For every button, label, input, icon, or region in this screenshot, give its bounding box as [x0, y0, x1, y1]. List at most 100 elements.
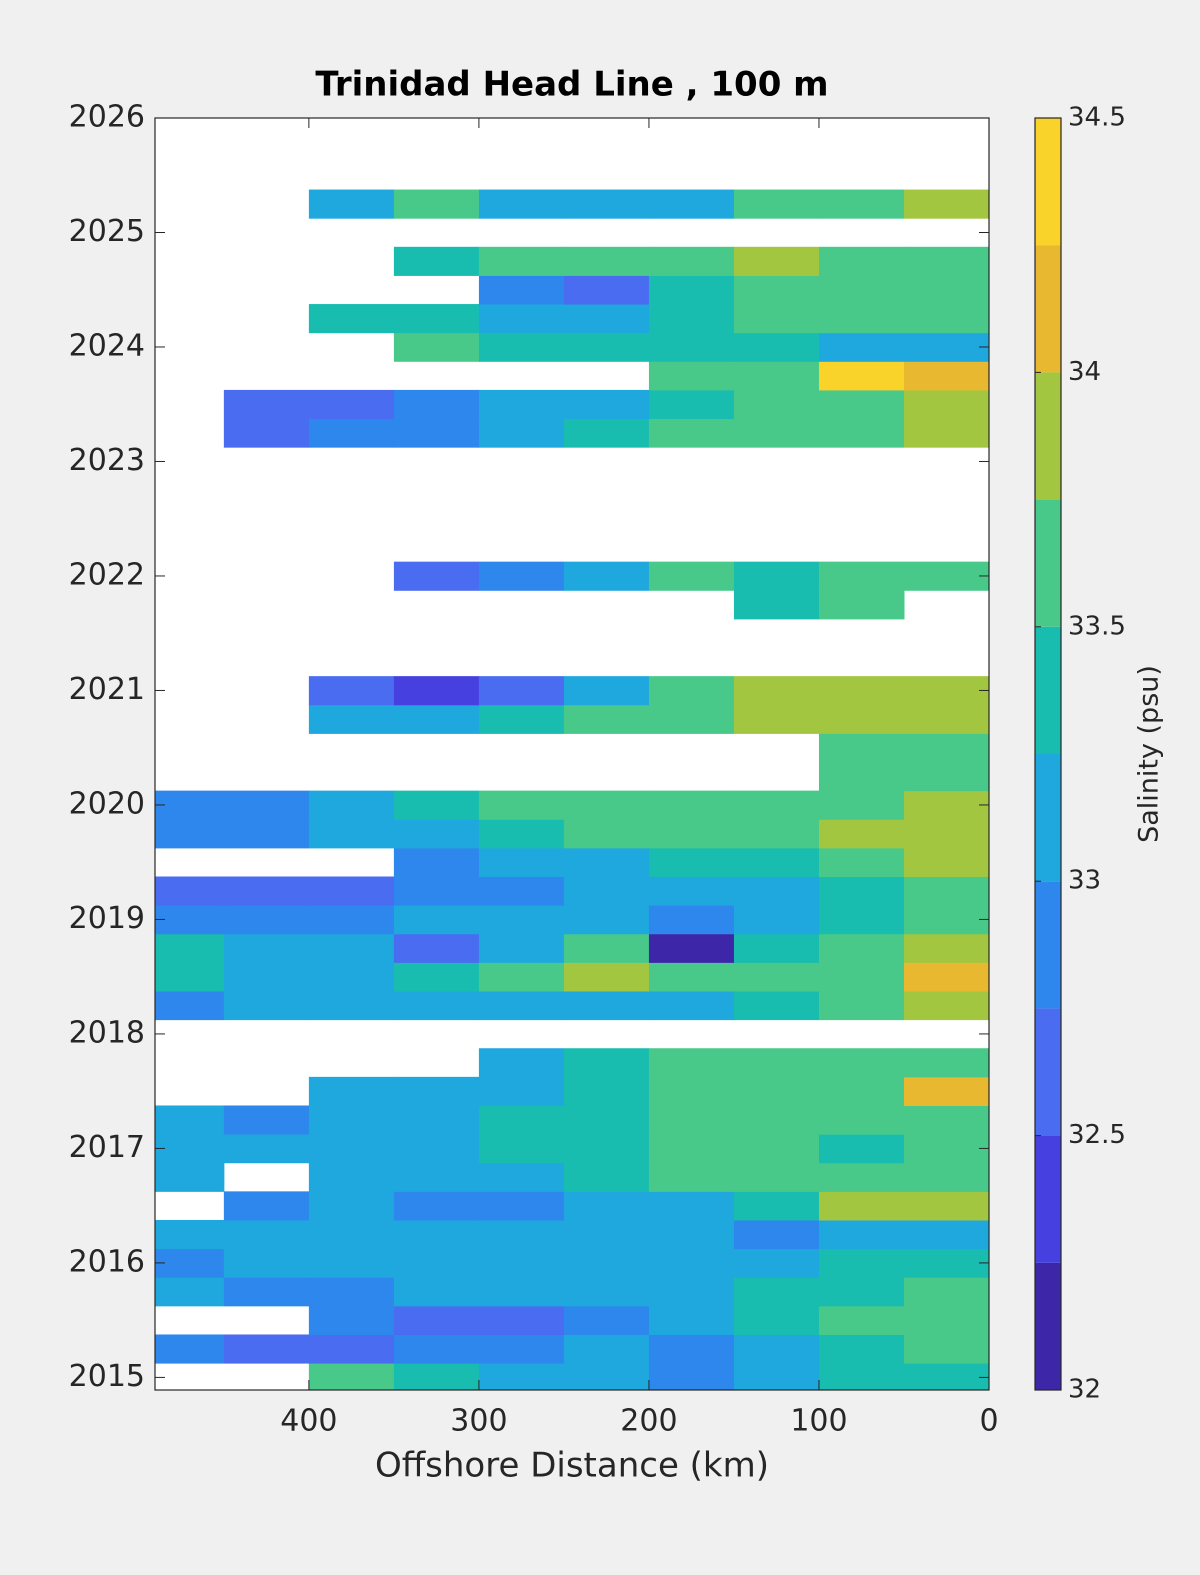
contour-cell [903, 418, 990, 448]
contour-cell [818, 332, 905, 362]
contour-cell [563, 389, 650, 420]
contour-cell [818, 790, 905, 820]
contour-cell [818, 361, 905, 391]
contour-cell [155, 1219, 225, 1250]
contour-cell [733, 1277, 820, 1307]
contour-cell [903, 990, 990, 1021]
contour-cell [563, 1334, 650, 1364]
contour-cell [648, 676, 735, 706]
contour-cell [903, 1219, 990, 1250]
contour-cell [478, 905, 565, 935]
colorbar-tick-label: 33 [1068, 866, 1101, 896]
contour-cell [818, 1134, 905, 1164]
contour-cell [478, 1305, 565, 1335]
contour-cell [648, 962, 735, 992]
chart-title: Trinidad Head Line , 100 m [315, 65, 828, 105]
contour-cell [393, 304, 480, 334]
contour-cell [563, 304, 650, 334]
contour-cell [648, 1277, 735, 1307]
contour-cell [733, 590, 820, 620]
contour-cell [223, 990, 310, 1021]
x-tick-label: 300 [450, 1404, 507, 1439]
contour-cell [733, 1162, 820, 1192]
contour-cell [308, 1277, 395, 1307]
contour-cell [733, 1248, 820, 1278]
contour-cell [733, 1048, 820, 1078]
contour-cell [903, 1105, 990, 1135]
contour-cell [393, 1076, 480, 1106]
contour-cell [903, 933, 990, 963]
contour-cell [818, 246, 905, 276]
contour-cell [155, 933, 225, 963]
colorbar-segment [1035, 1008, 1061, 1136]
contour-cell [308, 1219, 395, 1250]
contour-cell [563, 1134, 650, 1164]
contour-cell [903, 1048, 990, 1078]
contour-cell [733, 561, 820, 591]
contour-cell [903, 389, 990, 420]
contour-cell [393, 1191, 480, 1221]
contour-cell [903, 1305, 990, 1335]
contour-cell [818, 819, 905, 849]
contour-cell [733, 275, 820, 305]
colorbar-tick-label: 34 [1068, 357, 1101, 387]
colorbar-segment [1035, 626, 1061, 754]
contour-cell [478, 847, 565, 878]
contour-cell [563, 876, 650, 906]
contour-cell [478, 418, 565, 448]
contour-cell [563, 847, 650, 878]
contour-cell [155, 876, 225, 906]
contour-cell [393, 933, 480, 963]
contour-cell [308, 304, 395, 334]
contour-cell [648, 1191, 735, 1221]
contour-cell [903, 246, 990, 276]
colorbar-segment [1035, 118, 1061, 246]
contour-cell [648, 819, 735, 849]
y-tick-label: 2018 [69, 1015, 145, 1050]
contour-cell [478, 1248, 565, 1278]
contour-cell [393, 1305, 480, 1335]
contour-cell [393, 905, 480, 935]
contour-cell [155, 1277, 225, 1307]
contour-cell [903, 1363, 990, 1391]
contour-cell [733, 1134, 820, 1164]
contour-cell [733, 304, 820, 334]
contour-cell [903, 275, 990, 305]
contour-cell [308, 933, 395, 963]
contour-cell [563, 418, 650, 448]
contour-cell [648, 1248, 735, 1278]
contour-cell [563, 819, 650, 849]
contour-cell [733, 962, 820, 992]
contour-cell [903, 704, 990, 734]
contour-cell [648, 790, 735, 820]
contour-cell [903, 962, 990, 992]
contour-cell [393, 246, 480, 276]
contour-cell [308, 1191, 395, 1221]
contour-cell [393, 962, 480, 992]
contour-cell [478, 275, 565, 305]
contour-cell [155, 1105, 225, 1135]
contour-cell [155, 962, 225, 992]
contour-cell [733, 704, 820, 734]
contour-cell [308, 876, 395, 906]
contour-cell [478, 790, 565, 820]
y-tick-label: 2016 [69, 1244, 145, 1279]
colorbar-segment [1035, 754, 1061, 882]
contour-cell [733, 1191, 820, 1221]
colorbar-segment [1035, 881, 1061, 1009]
y-tick-label: 2025 [69, 214, 145, 249]
contour-cell [155, 1162, 225, 1192]
contour-cell [393, 1248, 480, 1278]
contour-cell [733, 847, 820, 878]
contour-cell [733, 389, 820, 420]
contour-cell [733, 933, 820, 963]
contour-cell [155, 819, 225, 849]
y-tick-label: 2022 [69, 557, 145, 592]
contour-cell [155, 1334, 225, 1364]
contour-cell [648, 704, 735, 734]
contour-cell [648, 876, 735, 906]
contour-cell [818, 676, 905, 706]
contour-cell [818, 1048, 905, 1078]
contour-cell [393, 819, 480, 849]
